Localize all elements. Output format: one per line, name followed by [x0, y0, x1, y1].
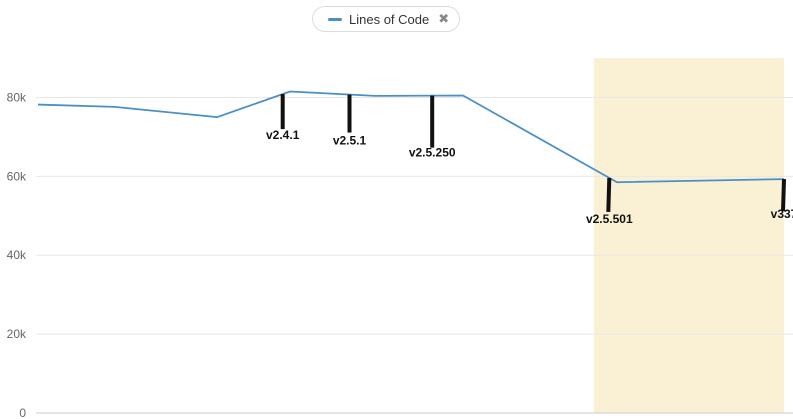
annotation-label: v2.5.1 [333, 134, 367, 148]
annotation-label: v2.5.501 [586, 212, 633, 226]
annotation-marker [606, 177, 612, 212]
y-tick-label: 80k [7, 90, 27, 104]
legend[interactable]: Lines of Code ✖ [312, 6, 460, 32]
y-tick-label: 60k [7, 169, 27, 183]
annotation-marker [781, 179, 786, 212]
annotation-label: v337 [771, 207, 793, 221]
close-icon[interactable]: ✖ [438, 11, 450, 26]
legend-swatch [328, 17, 342, 21]
annotation-label: v2.4.1 [266, 128, 300, 142]
highlight-band [593, 58, 784, 413]
series-line [37, 90, 785, 184]
y-tick-label: 0 [19, 406, 26, 419]
y-tick-label: 40k [7, 248, 27, 262]
y-tick-label: 20k [7, 327, 27, 341]
annotation-label: v2.5.250 [409, 146, 456, 160]
legend-series-label[interactable]: Lines of Code [349, 11, 430, 27]
